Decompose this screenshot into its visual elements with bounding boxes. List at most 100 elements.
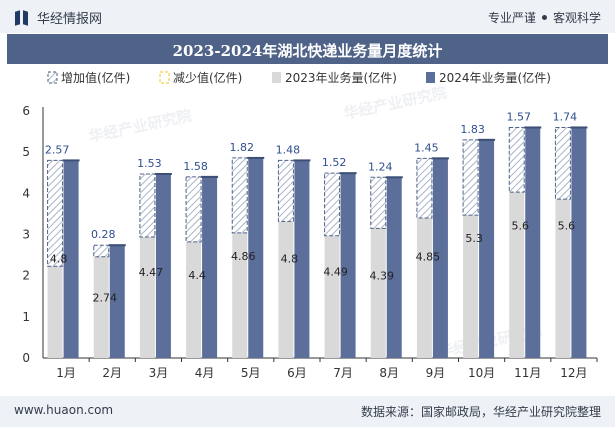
brand[interactable]: 华经情报网: [14, 8, 102, 27]
bar-2024-10: [479, 139, 495, 358]
x-tick-label-6: 6月: [287, 366, 307, 380]
bar-increase-12: [554, 126, 571, 200]
bar-2023-10: [463, 215, 479, 358]
tagline-right: 客观科学: [552, 11, 601, 25]
bullet-dot-icon: [541, 15, 547, 20]
bar-increase-7: [324, 172, 341, 237]
y-tick-label-2: 2: [22, 269, 30, 283]
bar-2024-cap-6: [293, 159, 311, 162]
x-tick-label-5: 5月: [241, 366, 261, 380]
x-tick-label-11: 11月: [514, 366, 541, 380]
x-tick-label-7: 7月: [333, 366, 353, 380]
data-label-2024-1: 4.8: [50, 252, 68, 265]
watermark-1: 华经产业研究院: [87, 106, 193, 145]
bar-2023-1: [47, 266, 63, 358]
x-tick-label-1: 1月: [56, 366, 76, 380]
bar-increase-10: [462, 139, 479, 216]
tagline: 专业严谨 客观科学: [488, 9, 601, 26]
data-label-2024-5: 4.86: [231, 250, 256, 263]
data-label-increase-2: 0.28: [91, 228, 116, 241]
bar-2024-cap-5: [247, 156, 265, 159]
data-label-increase-9: 1.45: [414, 141, 439, 154]
data-label-increase-6: 1.48: [276, 143, 301, 156]
bar-2024-cap-12: [570, 126, 588, 129]
data-label-2024-8: 4.39: [370, 269, 395, 282]
bar-2024-cap-1: [62, 159, 80, 162]
bar-2023-7: [324, 235, 340, 358]
bar-2024-cap-2: [108, 244, 126, 247]
bar-2024-cap-4: [201, 175, 219, 178]
data-label-increase-10: 1.83: [460, 123, 485, 136]
brand-name: 华经情报网: [37, 12, 103, 27]
bar-2023-3: [139, 236, 155, 358]
bar-2023-6: [278, 221, 294, 358]
data-label-2024-10: 5.3: [465, 232, 483, 245]
bar-2023-9: [416, 218, 432, 358]
bar-2024-6: [294, 160, 310, 358]
bar-2024-12: [571, 127, 587, 358]
chart-title-bar: 2023-2024年湖北快递业务量月度统计: [7, 34, 608, 64]
data-label-increase-4: 1.58: [183, 160, 208, 173]
bar-increase-9: [416, 157, 433, 219]
bar-2024-cap-8: [385, 176, 403, 179]
x-tick-label-3: 3月: [149, 366, 169, 380]
legend-label-1: 增加值(亿件): [61, 70, 130, 85]
bar-2023-5: [232, 232, 248, 358]
data-label-increase-3: 1.53: [137, 157, 162, 170]
x-tick-label-10: 10月: [468, 366, 495, 380]
bar-increase-2: [93, 244, 110, 258]
y-tick-label-4: 4: [22, 186, 30, 200]
data-label-2024-9: 4.85: [416, 250, 441, 263]
bar-increase-3: [139, 173, 156, 238]
bar-2024-cap-7: [339, 172, 357, 175]
legend-label-4: 2024年业务量(亿件): [439, 70, 551, 85]
huajing-logo-icon: [14, 9, 30, 26]
x-tick-label-2: 2月: [102, 366, 122, 380]
bar-2024-cap-10: [478, 138, 496, 141]
data-label-increase-8: 1.24: [368, 160, 393, 173]
bar-chart: 华经产业研究院华经产业研究院华经产业研究院 增加值(亿件)减少值(亿件)2023…: [22, 70, 598, 380]
data-label-2024-11: 5.6: [512, 220, 530, 233]
data-label-increase-5: 1.82: [230, 141, 255, 154]
x-tick-label-9: 9月: [426, 366, 446, 380]
bar-2024-5: [248, 157, 264, 358]
bar-increase-4: [185, 176, 202, 243]
x-tick-label-4: 4月: [195, 366, 215, 380]
bar-2024-cap-3: [154, 172, 172, 175]
bar-2023-4: [186, 241, 202, 358]
x-tick-label-12: 12月: [560, 366, 587, 380]
bar-2023-12: [555, 199, 571, 358]
bar-increase-6: [277, 159, 294, 222]
y-tick-label-6: 6: [22, 104, 30, 118]
data-label-2024-3: 4.47: [139, 266, 164, 279]
y-tick-label-5: 5: [22, 145, 30, 159]
bar-2023-2: [93, 256, 109, 358]
data-source: 数据来源：国家邮政局，华经产业研究院整理: [360, 405, 601, 419]
bar-2024-7: [340, 173, 356, 358]
bar-increase-5: [231, 157, 248, 234]
bar-increase-8: [370, 176, 387, 229]
chart-title: 2023-2024年湖北快递业务量月度统计: [172, 42, 443, 60]
y-tick-label-1: 1: [22, 310, 30, 324]
y-tick-label-3: 3: [22, 228, 30, 242]
watermark-2: 华经产业研究院: [342, 83, 448, 122]
legend-swatch-2024: [426, 72, 435, 83]
bar-2024-cap-11: [524, 126, 542, 129]
data-label-2024-2: 2.74: [93, 292, 118, 305]
bar-2024-9: [432, 158, 448, 358]
legend-label-2: 减少值(亿件): [173, 70, 242, 85]
y-tick-label-0: 0: [22, 351, 30, 365]
bar-2024-3: [155, 173, 171, 358]
legend-swatch-increase: [47, 71, 58, 84]
legend-label-3: 2023年业务量(亿件): [285, 70, 397, 85]
data-label-2024-4: 4.4: [188, 269, 206, 282]
data-label-2024-12: 5.6: [558, 220, 576, 233]
bar-2024-1: [63, 160, 79, 358]
data-label-2024-6: 4.8: [281, 252, 299, 265]
legend-swatch-2023: [272, 72, 281, 83]
bar-increase-1: [47, 159, 64, 267]
data-label-increase-1: 2.57: [45, 143, 70, 156]
bar-increase-11: [508, 126, 525, 193]
website-link[interactable]: www.huaon.com: [14, 403, 114, 417]
footer-bar: www.huaon.com 数据来源：国家邮政局，华经产业研究院整理: [0, 396, 615, 427]
